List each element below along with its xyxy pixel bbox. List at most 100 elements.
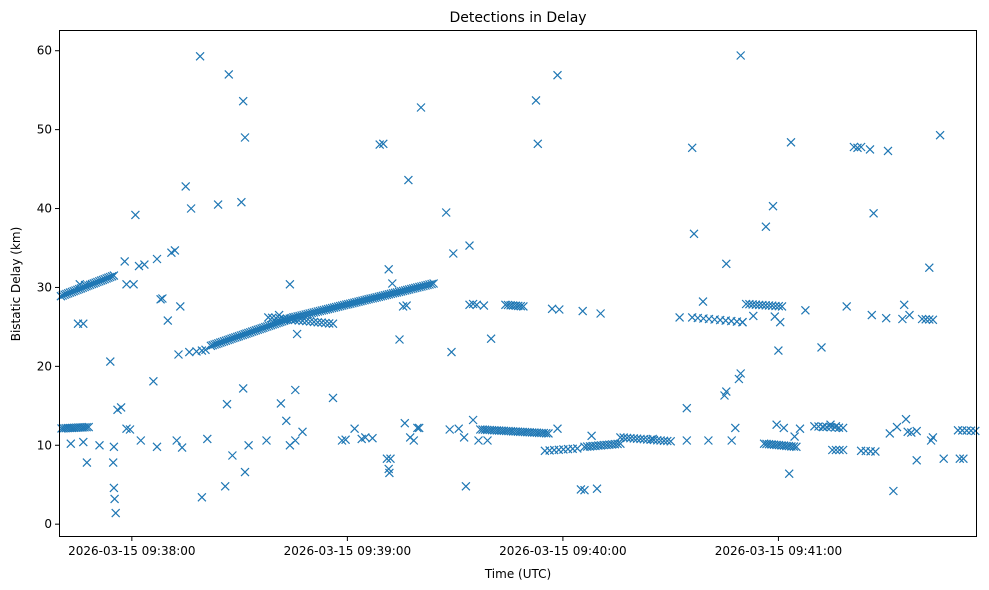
y-tick-label: 60 [37,44,52,58]
data-point-marker [615,439,625,449]
data-point-marker [298,316,308,326]
data-point-marker [818,422,828,432]
data-point-marker [274,310,284,320]
data-point-marker [317,318,327,328]
data-point-marker [82,458,92,468]
data-point-marker [632,434,642,444]
data-point-marker [541,428,551,438]
data-point-marker [901,414,911,424]
data-point-marker [320,318,330,328]
data-point-marker [262,436,271,445]
x-axis-title: Time (UTC) [484,567,551,581]
data-point-marker [775,317,785,327]
data-point-marker [109,442,119,452]
data-point-marker [78,437,88,447]
data-point-marker [240,467,250,477]
data-point-marker [921,314,931,324]
data-point-marker [386,454,395,464]
data-point-marker [80,280,90,290]
y-tick-label: 20 [37,359,52,373]
data-point-marker [220,481,230,491]
data-point-marker [384,468,394,478]
data-point-marker [429,279,439,288]
data-point-marker [682,403,692,413]
data-point-marker [395,335,404,344]
data-point-marker [384,264,394,274]
data-point-marker [939,454,949,464]
data-point-marker [648,434,658,444]
data-point-marker [454,424,464,434]
data-point-marker [84,422,94,432]
data-point-marker [831,445,841,455]
data-point-marker [459,432,469,442]
data-point-marker [483,436,492,445]
data-point-marker [125,425,135,434]
data-point-marker [698,297,708,307]
data-point-marker [136,436,146,445]
data-point-marker [883,146,893,156]
data-point-marker [703,436,713,445]
data-point-marker [368,433,377,443]
data-point-marker [129,279,139,289]
data-point-marker [468,415,478,425]
x-tick-label: 2026-03-15 09:39:00 [284,544,411,558]
data-point-marker [580,485,589,495]
data-point-marker [881,313,891,323]
data-point-marker [838,423,848,433]
data-point-marker [800,305,810,315]
data-point-marker [148,376,158,386]
data-point-marker [448,249,458,258]
data-point-marker [928,432,938,442]
data-point-marker [163,316,173,326]
data-point-marker [774,301,784,311]
data-point-marker [398,301,408,311]
data-point-marker [662,436,672,446]
data-point-marker [238,96,248,106]
data-point-marker [791,442,801,452]
data-point-marker [156,294,166,304]
plot-area-frame [59,30,977,537]
data-point-marker [222,399,232,409]
data-point-marker [120,256,130,266]
data-point-marker [768,201,778,211]
data-point-marker [625,433,635,443]
data-point-marker [592,484,602,494]
data-point-marker [935,130,945,140]
data-point-marker [897,314,907,324]
data-point-marker [730,423,740,433]
data-point-marker [175,301,185,311]
data-point-marker [869,208,879,218]
data-point-marker [518,301,528,311]
data-point-marker [238,383,248,393]
data-point-marker [738,317,747,327]
data-point-marker [721,387,731,397]
data-point-marker [773,346,783,356]
data-point-marker [924,263,934,273]
data-point-marker [197,346,207,356]
data-point-marker [305,317,315,326]
x-axis: 2026-03-15 09:38:00 2026-03-15 09:39:00 20… [68,536,842,558]
data-point-marker [748,311,758,321]
data-point-marker [116,402,126,412]
data-point-marker [181,181,191,191]
data-point-marker [786,137,796,147]
data-point-marker [416,103,426,112]
data-point-marker [554,305,564,314]
data-point-marker [172,436,182,445]
y-tick-label: 0 [44,517,52,531]
data-point-marker [917,314,927,324]
data-point-marker [533,139,543,149]
data-point-marker [107,271,117,281]
data-point-marker [82,422,92,432]
data-point-marker [465,300,474,310]
data-point-marker [184,347,194,357]
data-point-marker [66,439,76,449]
data-point-marker [615,432,625,442]
data-point-marker [324,318,334,328]
data-point-marker [639,434,649,444]
data-point-marker [445,425,455,434]
data-point-marker [240,133,250,142]
data-point-marker [122,424,131,434]
